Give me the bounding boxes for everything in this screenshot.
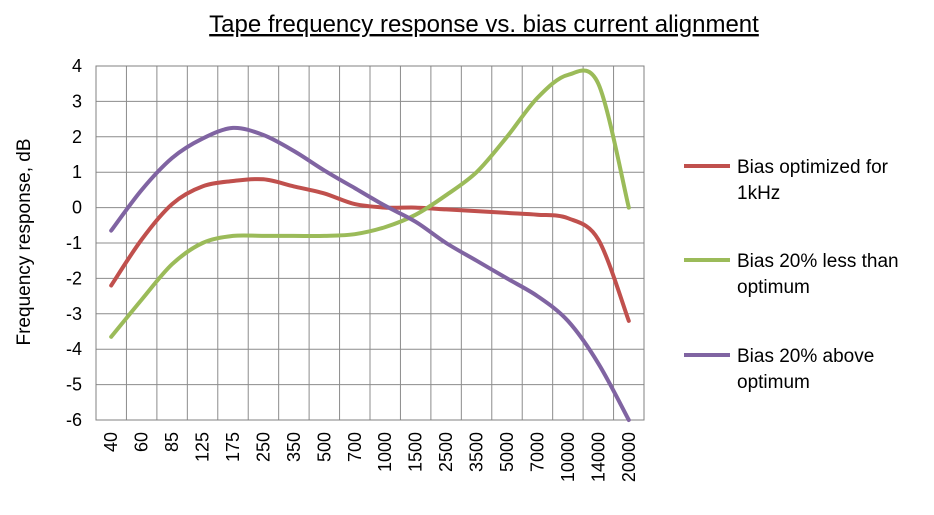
legend-label: Bias optimized for 1kHz [737, 157, 889, 204]
y-tick-label: -1 [66, 233, 82, 253]
y-tick-label: 2 [72, 127, 82, 147]
x-tick-label: 125 [193, 432, 213, 462]
x-tick-label: 7000 [527, 432, 547, 472]
y-tick-label: 4 [72, 56, 82, 76]
grid [95, 65, 645, 421]
y-tick-label: -2 [66, 268, 82, 288]
y-tick-label: 0 [72, 198, 82, 218]
series-line-bias-less [109, 68, 631, 339]
y-tick-label: -5 [66, 375, 82, 395]
legend-item: Bias 20% less than optimum [684, 251, 899, 298]
x-tick-label: 14000 [588, 432, 608, 482]
legend-label: Bias 20% above optimum [737, 346, 874, 393]
x-tick-label: 175 [223, 432, 243, 462]
series-line-bias-optimized [109, 177, 631, 323]
plot-frame [95, 65, 645, 421]
x-tick-label: 85 [162, 432, 182, 452]
x-tick-label: 1500 [406, 432, 426, 472]
chart-title: Tape frequency response vs. bias current… [209, 11, 759, 38]
y-tick-label: 1 [72, 162, 82, 182]
y-axis-label: Frequency response, dB [14, 138, 35, 345]
x-tick-label: 500 [314, 432, 334, 462]
x-tick-label: 700 [345, 432, 365, 462]
x-tick-label: 5000 [497, 432, 517, 472]
x-tick-label: 350 [284, 432, 304, 462]
x-tick-label: 60 [132, 432, 152, 452]
y-tick-label: -6 [66, 410, 82, 430]
x-tick-label: 40 [101, 432, 121, 452]
series-lines [109, 68, 631, 422]
x-tick-labels: 40 60 85 125 175 250 350 500 700 1000 1500 2500 3500… [101, 432, 639, 482]
x-tick-label: 2500 [436, 432, 456, 472]
legend-item: Bias optimized for 1kHz [684, 157, 889, 204]
y-tick-labels: 4 3 2 1 0 -1 -2 -3 -4 -5 -6 [66, 56, 82, 430]
x-tick-label: 10000 [558, 432, 578, 482]
legend-label: Bias 20% less than optimum [737, 251, 899, 298]
series-line-bias-above [109, 125, 631, 422]
x-tick-label: 20000 [619, 432, 639, 482]
y-tick-label: -4 [66, 339, 82, 359]
y-tick-label: 3 [72, 91, 82, 111]
legend-item: Bias 20% above optimum [684, 346, 874, 393]
y-tick-label: -3 [66, 304, 82, 324]
x-tick-label: 1000 [375, 432, 395, 472]
x-tick-label: 3500 [467, 432, 487, 472]
x-tick-label: 250 [253, 432, 273, 462]
legend: Bias optimized for 1kHz Bias 20% less than… [684, 157, 899, 393]
plot-area-border [95, 65, 645, 421]
